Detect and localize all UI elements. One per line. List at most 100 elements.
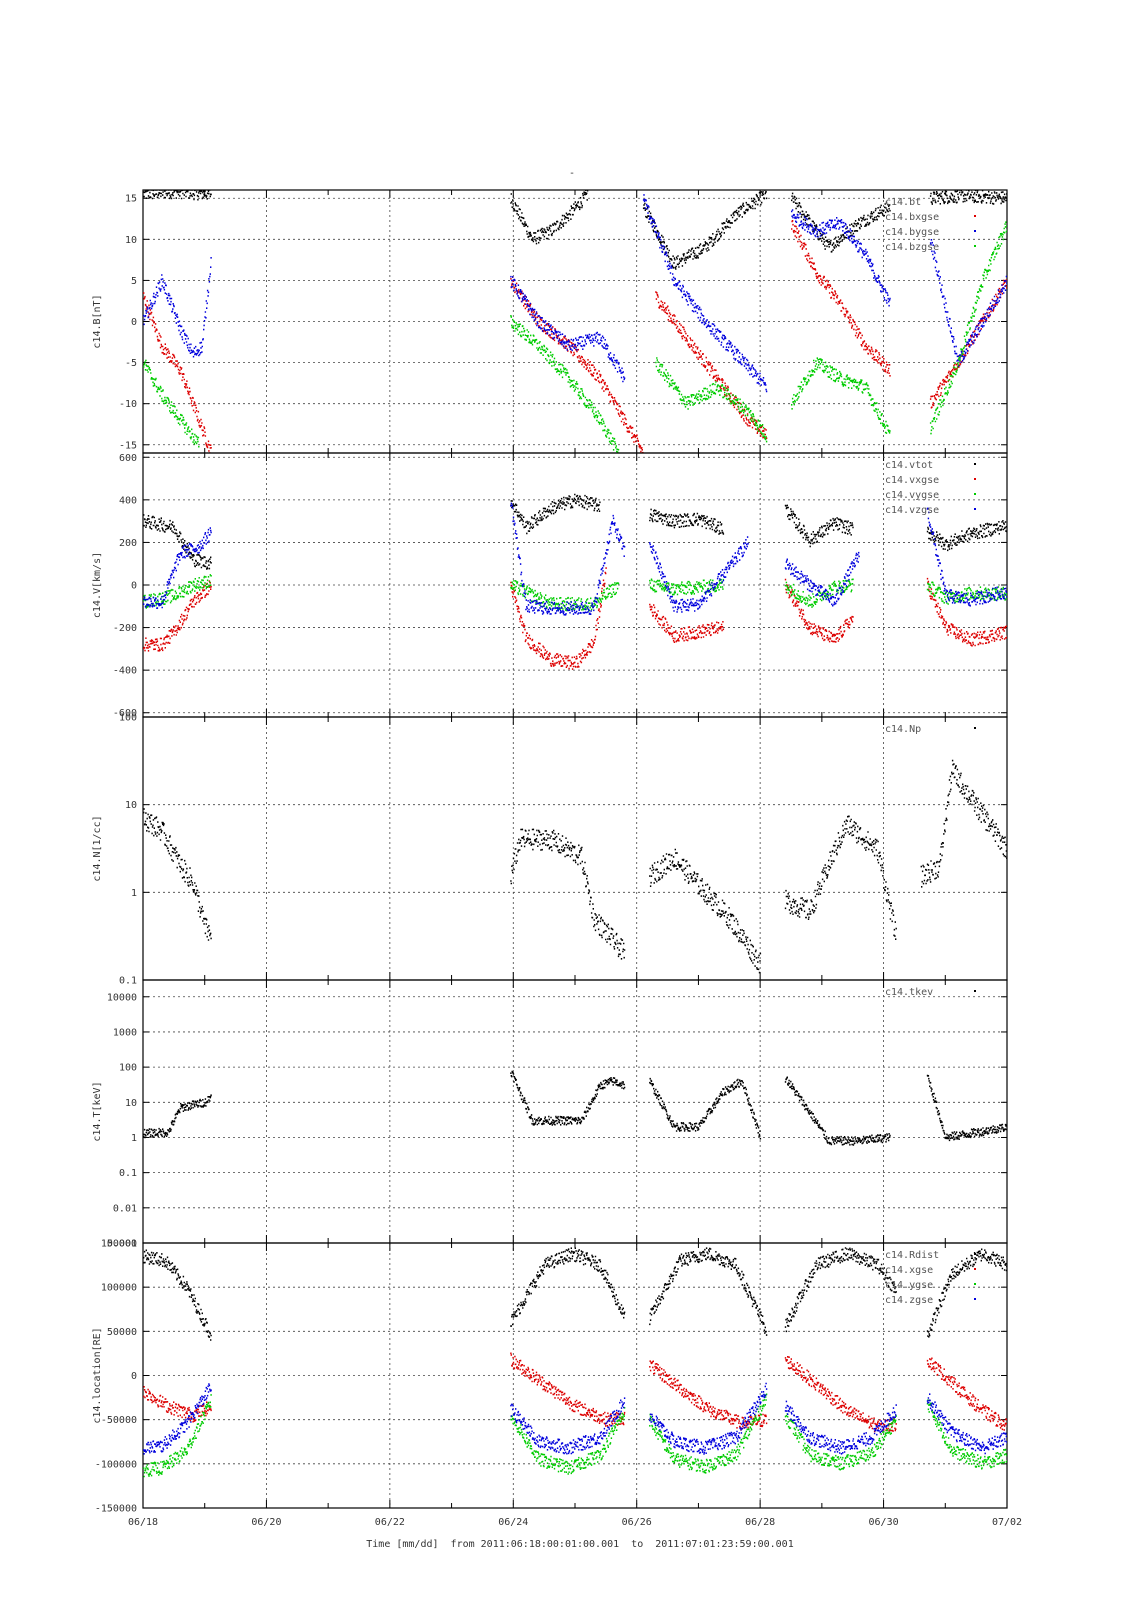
- series-c14.vtot: [143, 493, 1007, 570]
- series-points: [510, 1070, 626, 1126]
- legend-entry: c14.zgse: [885, 1295, 933, 1306]
- series-points: [143, 292, 212, 453]
- panel-5: 150000 100000 50000 0 -50000 -100000 -150000 c1…: [92, 1239, 1008, 1515]
- series-points: [926, 1393, 1007, 1455]
- series-points: [784, 578, 854, 643]
- y-tick-label: 50000: [107, 1327, 137, 1338]
- series-c14.tkev: [143, 1070, 1007, 1146]
- series-c14.Np: [143, 759, 1007, 974]
- legend-swatch: [974, 508, 976, 510]
- y-tick-label: 10000: [107, 992, 137, 1003]
- panel-frame: [142, 979, 1008, 1244]
- x-tick-label: 06/28: [745, 1517, 775, 1528]
- x-tick-label: 06/26: [622, 1517, 652, 1528]
- series-points: [510, 1397, 626, 1455]
- series-c14.xgse: [143, 1352, 1007, 1434]
- series-points: [784, 1247, 897, 1333]
- series-points: [784, 551, 860, 607]
- series-points: [784, 504, 854, 548]
- series-points: [929, 239, 1007, 367]
- y-tick-label: 600: [119, 453, 137, 464]
- series-points: [510, 1247, 626, 1327]
- series-points: [926, 1357, 1007, 1431]
- legend-swatch: [974, 1283, 976, 1285]
- legend-swatch: [974, 478, 976, 480]
- series-points: [784, 578, 854, 608]
- series-points: [143, 527, 212, 609]
- series-points: [791, 357, 891, 434]
- y-tick-label: 1000: [113, 1027, 137, 1038]
- series-points: [510, 1407, 626, 1475]
- y-tick-label: 0: [131, 317, 137, 328]
- series-points: [649, 1393, 768, 1474]
- series-points: [784, 1400, 897, 1455]
- legend-swatch: [974, 200, 976, 202]
- series-points: [920, 759, 1007, 888]
- series-points: [510, 275, 626, 383]
- x-tick-label: 06/18: [128, 1517, 158, 1528]
- y-tick-label: 0.001: [107, 1239, 137, 1250]
- y-tick-label: 1: [131, 888, 137, 899]
- legend-swatch: [974, 990, 976, 992]
- series-points: [649, 603, 725, 643]
- series-c14.bt: [143, 190, 1007, 270]
- y-tick-label: -400: [113, 666, 137, 677]
- y-tick-label: -100000: [95, 1459, 137, 1470]
- series-points: [143, 1394, 212, 1478]
- series-points: [926, 520, 1007, 552]
- panel-1: 15 10 5 0 -5 -10 -15 c14.B[nT] c14.bt c14.bxgse c1…: [92, 189, 1008, 454]
- series-points: [143, 1094, 212, 1139]
- plot-area: [143, 1070, 1007, 1146]
- series-points: [926, 507, 1007, 607]
- legend-entry: c14.bygse: [885, 227, 939, 238]
- legend-swatch: [974, 230, 976, 232]
- series-points: [926, 577, 1007, 647]
- series-points: [649, 1247, 768, 1336]
- y-axis-label: c14.location[RE]: [92, 1327, 103, 1423]
- series-c14.zgse: [143, 1382, 1007, 1455]
- y-tick-label: 0.1: [119, 976, 137, 987]
- y-tick-label: -50000: [101, 1415, 137, 1426]
- legend-entry: c14.xgse: [885, 1265, 933, 1276]
- legend-swatch: [974, 1298, 976, 1300]
- x-tick-label: 06/20: [251, 1517, 281, 1528]
- legend-entry: c14.bt: [885, 197, 921, 208]
- legend-swatch: [974, 1268, 976, 1270]
- series-points: [655, 291, 768, 439]
- series-points: [649, 536, 749, 613]
- legend-entry: c14.bxgse: [885, 212, 939, 223]
- y-tick-label: -150000: [95, 1504, 137, 1515]
- plot-area: [143, 190, 1007, 453]
- series-points: [791, 192, 891, 253]
- series-c14.ygse: [143, 1393, 1007, 1478]
- series-points: [784, 1413, 897, 1471]
- series-c14.vxgse: [143, 567, 1007, 670]
- y-axis-label: c14.V[km/s]: [92, 552, 103, 618]
- series-points: [784, 1076, 891, 1146]
- plot-area: [143, 1247, 1007, 1478]
- series-points: [649, 1382, 768, 1455]
- y-tick-label: 0: [131, 1371, 137, 1382]
- series-points: [510, 567, 607, 670]
- series-points: [791, 209, 891, 307]
- y-tick-label: -10: [119, 399, 137, 410]
- legend-entry: c14.vtot: [885, 460, 933, 471]
- series-points: [143, 808, 212, 941]
- legend-swatch: [974, 493, 976, 495]
- x-axis: 06/18 06/20 06/22 06/24 06/26 06/28 06/30 07/02: [128, 1517, 1022, 1528]
- plot-area: [143, 493, 1007, 670]
- legend-entry: c14.bzgse: [885, 242, 939, 253]
- legend-swatch: [974, 1253, 976, 1255]
- y-tick-label: -200: [113, 623, 137, 634]
- y-tick-label: -15: [119, 440, 137, 451]
- series-points: [510, 315, 620, 453]
- series-points: [791, 220, 891, 377]
- y-tick-label: 5: [131, 276, 137, 287]
- legend-swatch: [974, 245, 976, 247]
- series-points: [510, 190, 589, 245]
- series-points: [926, 1399, 1007, 1470]
- y-tick-label: 400: [119, 495, 137, 506]
- legend-entry: c14.vzgse: [885, 505, 939, 516]
- series-points: [926, 1074, 1007, 1142]
- x-tick-label: 06/30: [869, 1517, 899, 1528]
